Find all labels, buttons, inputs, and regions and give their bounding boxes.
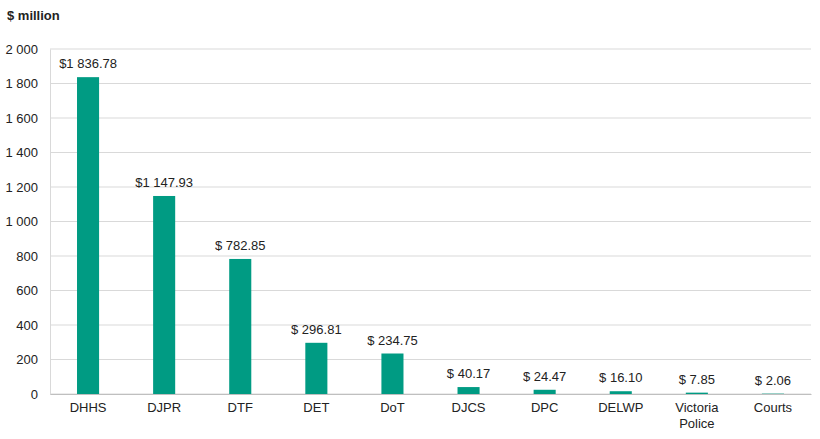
- bar: [381, 354, 403, 394]
- x-tick-label: DJPR: [147, 400, 181, 415]
- y-tick: 0: [31, 387, 50, 402]
- x-tick: DTF: [228, 394, 253, 415]
- y-tick: 1 000: [5, 214, 50, 229]
- bar: [153, 196, 175, 394]
- grid-line: [50, 49, 811, 50]
- y-tick-label: 1 800: [5, 76, 38, 91]
- y-tick-label: 2 000: [5, 42, 38, 57]
- y-tick-label: 200: [16, 352, 38, 367]
- y-tick: 2 000: [5, 42, 50, 57]
- data-label: $ 296.81: [291, 322, 342, 337]
- bar: [77, 77, 99, 394]
- grid: [50, 49, 811, 394]
- x-tick-label: DJCS: [452, 400, 486, 415]
- x-tick-label: DET: [303, 400, 329, 415]
- x-tick: Courts: [754, 394, 793, 415]
- y-tick: 1 800: [5, 76, 50, 91]
- data-label: $1 836.78: [59, 56, 117, 71]
- x-tick-label: DELWP: [598, 400, 643, 415]
- data-label: $1 147.93: [135, 175, 193, 190]
- y-tick-label: 400: [16, 318, 38, 333]
- x-tick: DELWP: [598, 394, 643, 415]
- y-tick-label: 1 400: [5, 145, 38, 160]
- x-tick: DoT: [380, 394, 405, 415]
- y-tick-label: 800: [16, 249, 38, 264]
- x-tick-label: Courts: [754, 400, 793, 415]
- y-axis-title: $ million: [7, 8, 60, 23]
- x-tick-label: DoT: [380, 400, 405, 415]
- x-tick-label: VictoriaPolice: [675, 400, 719, 431]
- y-tick: 200: [16, 352, 50, 367]
- grid-line: [50, 83, 811, 84]
- y-tick: 400: [16, 318, 50, 333]
- bar: [610, 391, 632, 394]
- x-tick: VictoriaPolice: [675, 394, 719, 431]
- y-tick-label: 1 200: [5, 180, 38, 195]
- y-tick-label: 600: [16, 283, 38, 298]
- y-axis: 0 200 400 600 800 1 000 1 200 1 400 1 600 1 800 2 …: [5, 42, 50, 402]
- y-tick-label: 0: [31, 387, 38, 402]
- x-axis-line: [51, 394, 812, 395]
- y-tick-label: 1 000: [5, 214, 38, 229]
- x-tick-label: DTF: [228, 400, 253, 415]
- y-tick-label: 1 600: [5, 111, 38, 126]
- x-tick: DJPR: [147, 394, 181, 415]
- x-tick: DHHS: [70, 394, 107, 415]
- x-tick-label: DPC: [531, 400, 558, 415]
- bar: [686, 393, 708, 394]
- x-tick: DET: [303, 394, 329, 415]
- bars: [77, 77, 784, 394]
- bar: [229, 259, 251, 394]
- y-tick: 1 200: [5, 180, 50, 195]
- chart: 0 200 400 600 800 1 000 1 200 1 400 1 600 1 800 2 …: [0, 0, 820, 439]
- data-label: $ 40.17: [447, 366, 490, 381]
- x-tick-label-line: Victoria: [675, 400, 719, 415]
- bar: [458, 387, 480, 394]
- plot: 0 200 400 600 800 1 000 1 200 1 400 1 600 1 800 2 …: [5, 42, 811, 432]
- y-tick: 1 600: [5, 111, 50, 126]
- bar: [762, 393, 784, 394]
- data-label: $ 16.10: [599, 370, 642, 385]
- x-tick-label-line: Police: [679, 416, 714, 431]
- grid-line: [50, 118, 811, 119]
- data-label: $ 782.85: [215, 238, 266, 253]
- y-tick: 1 400: [5, 145, 50, 160]
- data-labels: $1 836.78 $1 147.93 $ 782.85 $ 296.81 $ 234.…: [59, 56, 791, 387]
- y-tick: 600: [16, 283, 50, 298]
- data-label: $ 234.75: [367, 333, 418, 348]
- x-tick-label: DHHS: [70, 400, 107, 415]
- x-axis: DHHS DJPR DTF DET DoT DJCS DPC DELWP VictoriaPol…: [51, 394, 812, 431]
- x-tick: DPC: [531, 394, 558, 415]
- x-tick: DJCS: [452, 394, 486, 415]
- data-label: $ 24.47: [523, 369, 566, 384]
- bar: [305, 343, 327, 394]
- y-axis-line: [50, 50, 51, 395]
- bar: [534, 390, 556, 394]
- y-tick: 800: [16, 249, 50, 264]
- data-label: $ 7.85: [679, 372, 715, 387]
- grid-line: [50, 152, 811, 153]
- data-label: $ 2.06: [755, 373, 791, 388]
